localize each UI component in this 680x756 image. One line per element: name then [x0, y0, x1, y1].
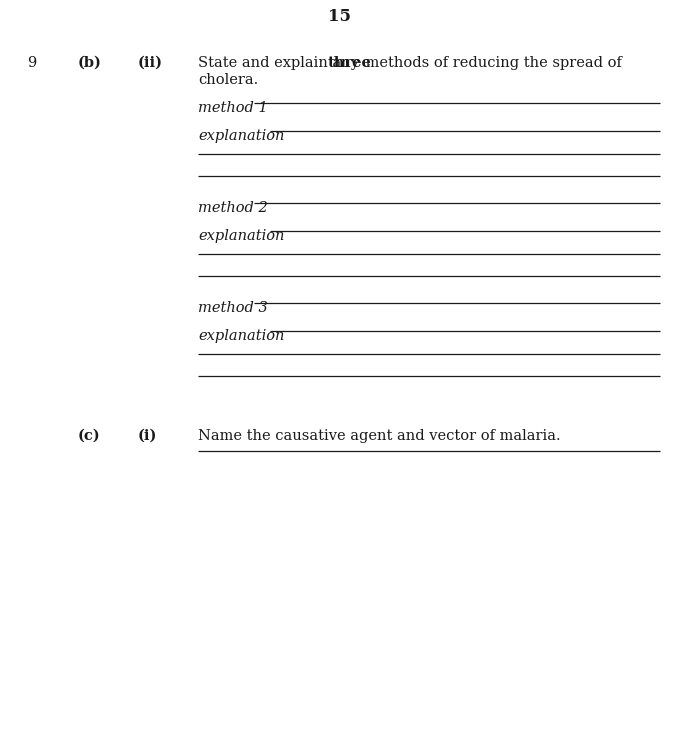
Text: (i): (i): [138, 429, 157, 443]
Text: 15: 15: [328, 8, 352, 25]
Text: method 3: method 3: [198, 301, 268, 315]
Text: cholera.: cholera.: [198, 73, 258, 87]
Text: Name the causative agent and vector of malaria.: Name the causative agent and vector of m…: [198, 429, 560, 443]
Text: State and explain any: State and explain any: [198, 56, 364, 70]
Text: method 2: method 2: [198, 201, 268, 215]
Text: three: three: [328, 56, 372, 70]
Text: methods of reducing the spread of: methods of reducing the spread of: [361, 56, 622, 70]
Text: 9: 9: [27, 56, 36, 70]
Text: (ii): (ii): [138, 56, 163, 70]
Text: method 1: method 1: [198, 101, 268, 115]
Text: (c): (c): [78, 429, 101, 443]
Text: (b): (b): [78, 56, 102, 70]
Text: explanation: explanation: [198, 229, 284, 243]
Text: explanation: explanation: [198, 329, 284, 343]
Text: explanation: explanation: [198, 129, 284, 143]
